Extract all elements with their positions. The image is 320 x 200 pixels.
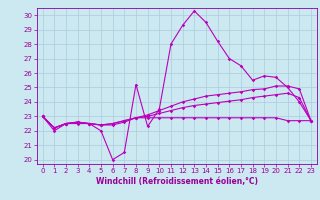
X-axis label: Windchill (Refroidissement éolien,°C): Windchill (Refroidissement éolien,°C) [96,177,258,186]
